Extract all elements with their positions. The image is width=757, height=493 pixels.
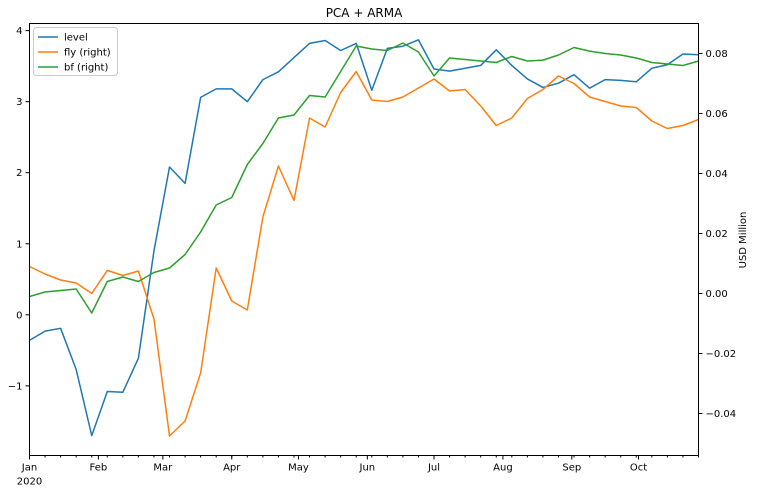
right-y-axis-ticks: −0.04 −0.02 0.00 0.02 0.04 0.06 0.08: [698, 49, 737, 420]
x-tick-year-label: 2020: [17, 477, 42, 488]
plot-frame: [29, 23, 699, 456]
legend-label: fly (right): [64, 48, 111, 59]
series-line-2: [29, 70, 699, 437]
x-tick-label: Jan: [21, 463, 37, 474]
legend-label: bf (right): [64, 63, 108, 74]
left-y-tick-label: 3: [16, 97, 22, 108]
x-tick-label: Mar: [153, 463, 173, 474]
right-y-tick-label: −0.02: [706, 349, 737, 360]
legend-label: level: [64, 33, 88, 44]
x-tick-label: Jul: [427, 463, 440, 474]
x-tick-label: Feb: [90, 463, 108, 474]
chart-title: PCA + ARMA: [326, 6, 403, 20]
right-y-tick-label: −0.04: [706, 409, 737, 420]
right-y-tick-label: 0.04: [706, 169, 728, 180]
left-y-axis-ticks: −1 0 1 2 3 4: [8, 26, 30, 392]
x-axis-ticks: Jan 2020 Feb Mar Apr May Jun Jul Aug Sep Oct: [17, 455, 699, 488]
series-lines: [29, 39, 699, 437]
series-line-3: [29, 42, 699, 314]
series-line-1: [29, 39, 699, 437]
right-y-tick-label: 0.08: [706, 49, 728, 60]
x-tick-label: Oct: [630, 463, 647, 474]
x-tick-label: Aug: [493, 463, 513, 474]
x-tick-label: Apr: [223, 463, 241, 474]
left-y-tick-label: −1: [8, 381, 23, 392]
left-y-tick-label: 1: [16, 239, 22, 250]
right-y-tick-label: 0.02: [706, 229, 728, 240]
right-y-tick-label: 0.06: [706, 109, 728, 120]
legend: level fly (right) bf (right): [33, 27, 118, 76]
left-y-tick-label: 2: [16, 168, 22, 179]
right-y-tick-label: 0.00: [706, 289, 728, 300]
x-tick-label: May: [288, 463, 309, 474]
x-tick-label: Jun: [359, 463, 376, 474]
left-y-tick-label: 4: [16, 26, 22, 37]
x-tick-label: Sep: [562, 463, 581, 474]
left-y-tick-label: 0: [16, 310, 22, 321]
right-y-axis-label: USD Million: [738, 212, 749, 269]
legend-box: [33, 27, 118, 76]
